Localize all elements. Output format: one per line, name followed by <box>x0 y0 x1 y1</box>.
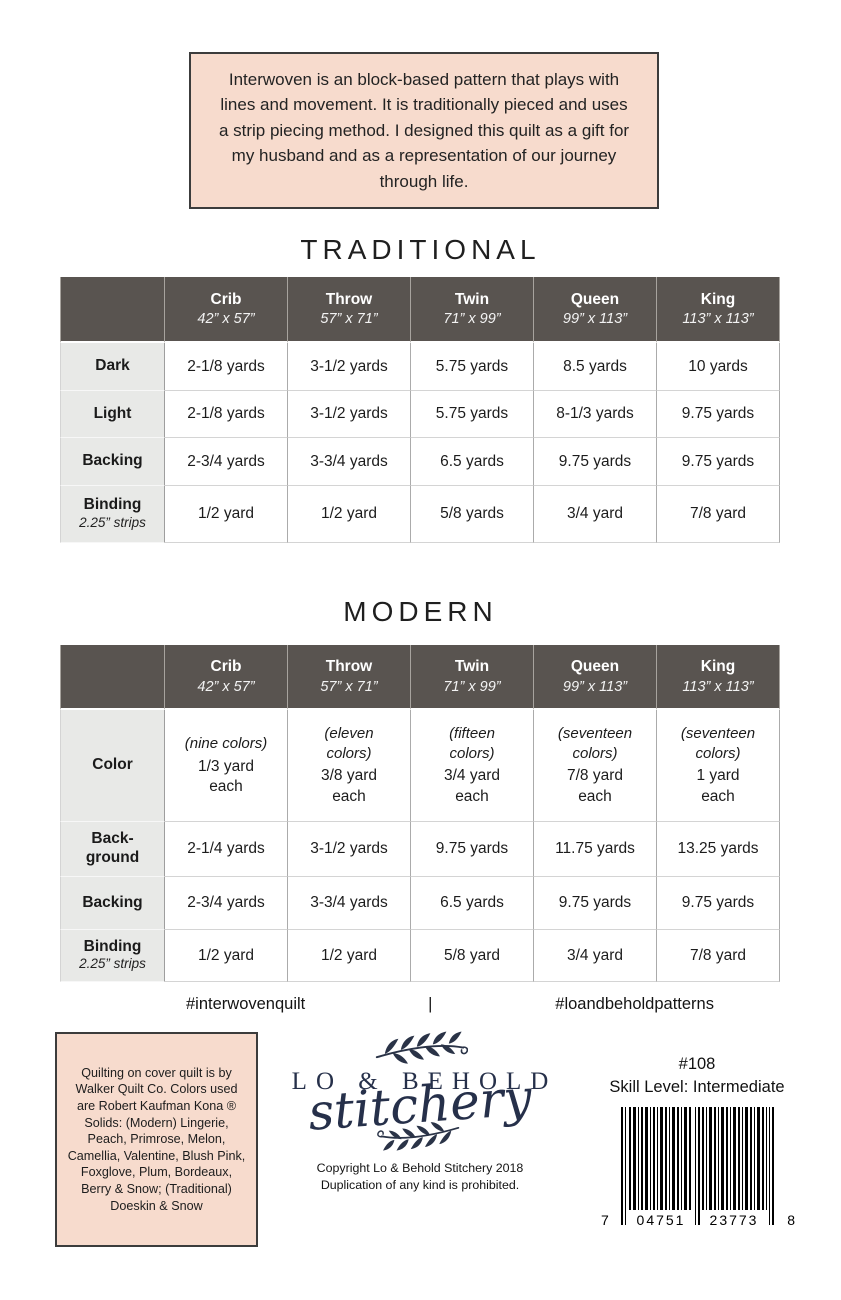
table-cell: 2-3/4 yards <box>165 877 288 930</box>
table-cell: 3-1/2 yards <box>288 391 411 438</box>
table-cell: 3/4 yard <box>534 930 657 982</box>
table-cell: 13.25 yards <box>657 822 780 877</box>
barcode-digit-lead: 7 <box>601 1212 609 1228</box>
table-cell: 8.5 yards <box>534 343 657 391</box>
table-cell: 11.75 yards <box>534 822 657 877</box>
row-label-binding: Binding 2.25” strips <box>60 930 165 982</box>
pattern-info-block: #108 Skill Level: Intermediate <box>592 1055 802 1228</box>
table-cell: 1/2 yard <box>288 486 411 543</box>
brand-logo: LO & BEHOLD stitchery Copyright Lo & Beh… <box>275 1030 565 1193</box>
table-cell-color: (eleven colors) 3/8 yard each <box>288 710 411 822</box>
table-cell: 7/8 yard <box>657 930 780 982</box>
table-cell: 9.75 yards <box>411 822 534 877</box>
column-header-crib: Crib 42” x 57” <box>165 645 288 710</box>
table-cell: 2-3/4 yards <box>165 438 288 486</box>
table-cell-color: (nine colors) 1/3 yard each <box>165 710 288 822</box>
column-header-crib: Crib 42” x 57” <box>165 277 288 343</box>
column-header-queen: Queen 99” x 113” <box>534 645 657 710</box>
column-header-queen: Queen 99” x 113” <box>534 277 657 343</box>
column-header-twin: Twin 71” x 99” <box>411 645 534 710</box>
copyright-text: Copyright Lo & Behold Stitchery 2018 Dup… <box>316 1161 524 1192</box>
row-label-dark: Dark <box>60 343 165 391</box>
hashtag-divider: | <box>428 995 433 1013</box>
row-label-backing: Backing <box>60 438 165 486</box>
table-cell: 5/8 yard <box>411 930 534 982</box>
intro-box: Interwoven is an block-based pattern tha… <box>189 52 659 209</box>
hashtag-loandbeholdpatterns: #loandbeholdpatterns <box>555 995 714 1013</box>
column-header-king: King 113” x 113” <box>657 645 780 710</box>
brand-name: LO & BEHOLD <box>291 1068 558 1095</box>
table-corner-cell <box>60 645 165 710</box>
intro-text: Interwoven is an block-based pattern tha… <box>218 69 630 191</box>
table-cell: 5.75 yards <box>411 391 534 438</box>
column-header-throw: Throw 57” x 71” <box>288 277 411 343</box>
row-label-color: Color <box>60 710 165 822</box>
laurel-branch-icon <box>375 1031 468 1064</box>
table-cell: 6.5 yards <box>411 438 534 486</box>
table-cell-color: (seventeen colors) 7/8 yard each <box>534 710 657 822</box>
column-header-king: King 113” x 113” <box>657 277 780 343</box>
table-cell: 8-1/3 yards <box>534 391 657 438</box>
row-label-light: Light <box>60 391 165 438</box>
column-header-throw: Throw 57” x 71” <box>288 645 411 710</box>
table-cell: 3-3/4 yards <box>288 877 411 930</box>
table-cell: 3-1/2 yards <box>288 822 411 877</box>
credits-box: Quilting on cover quilt is by Walker Qui… <box>55 1032 258 1247</box>
table-cell: 2-1/4 yards <box>165 822 288 877</box>
table-cell: 9.75 yards <box>657 438 780 486</box>
row-label-background: Back- ground <box>60 822 165 877</box>
barcode: 7 04751 23773 8 <box>601 1107 795 1228</box>
pattern-number: #108 <box>678 1055 716 1073</box>
table-corner-cell <box>60 277 165 343</box>
barcode-digit-trail: 8 <box>787 1212 795 1228</box>
laurel-branch-icon <box>377 1122 460 1151</box>
table-cell: 5/8 yards <box>411 486 534 543</box>
barcode-digit-group1: 04751 <box>636 1212 686 1228</box>
table-cell: 5.75 yards <box>411 343 534 391</box>
hashtags-row: #interwovenquilt | #loandbeholdpatterns <box>60 995 780 1014</box>
traditional-table: Crib 42” x 57” Throw 57” x 71” Twin 71” … <box>60 277 780 543</box>
hashtag-interwovenquilt: #interwovenquilt <box>186 995 306 1013</box>
traditional-title: TRADITIONAL <box>300 234 541 265</box>
table-cell: 9.75 yards <box>657 877 780 930</box>
barcode-digit-group2: 23773 <box>709 1212 759 1228</box>
barcode-bars-icon <box>621 1107 774 1225</box>
table-cell: 9.75 yards <box>657 391 780 438</box>
table-cell: 7/8 yard <box>657 486 780 543</box>
modern-title: MODERN <box>343 596 498 627</box>
table-cell: 2-1/8 yards <box>165 343 288 391</box>
table-cell: 3-3/4 yards <box>288 438 411 486</box>
modern-table: Crib 42” x 57” Throw 57” x 71” Twin 71” … <box>60 645 780 982</box>
table-cell: 1/2 yard <box>288 930 411 982</box>
table-cell: 1/2 yard <box>165 486 288 543</box>
column-header-twin: Twin 71” x 99” <box>411 277 534 343</box>
table-cell: 6.5 yards <box>411 877 534 930</box>
table-cell-color: (seventeen colors) 1 yard each <box>657 710 780 822</box>
table-cell: 10 yards <box>657 343 780 391</box>
table-cell: 2-1/8 yards <box>165 391 288 438</box>
table-cell: 3/4 yard <box>534 486 657 543</box>
row-label-backing: Backing <box>60 877 165 930</box>
table-cell: 1/2 yard <box>165 930 288 982</box>
skill-level: Skill Level: Intermediate <box>609 1078 785 1096</box>
row-label-binding: Binding 2.25” strips <box>60 486 165 543</box>
credits-text: Quilting on cover quilt is by Walker Qui… <box>67 1065 246 1213</box>
table-cell: 9.75 yards <box>534 438 657 486</box>
table-cell: 9.75 yards <box>534 877 657 930</box>
table-cell-color: (fifteen colors) 3/4 yard each <box>411 710 534 822</box>
table-cell: 3-1/2 yards <box>288 343 411 391</box>
